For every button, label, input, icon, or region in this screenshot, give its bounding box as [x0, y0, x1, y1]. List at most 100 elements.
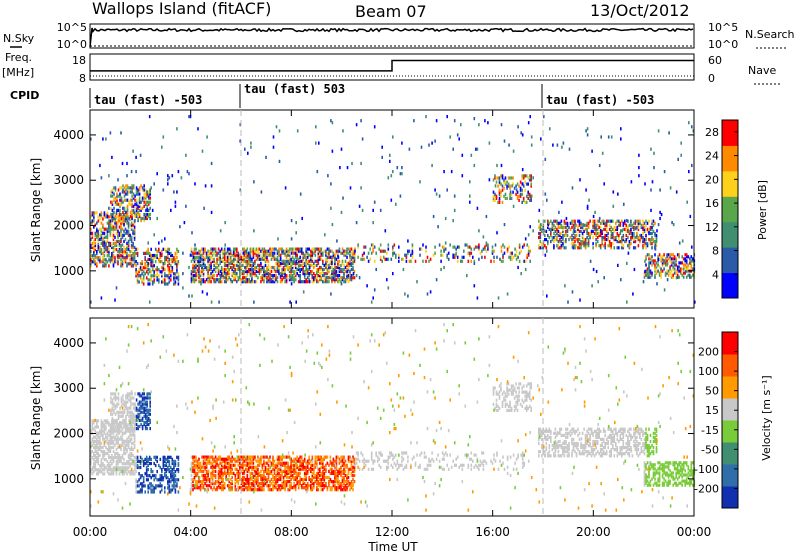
power-cell: [642, 231, 644, 236]
power-cell: [299, 249, 301, 253]
power-cell: [135, 272, 137, 276]
power-cell: [236, 263, 238, 267]
power-cell: [225, 259, 227, 263]
velocity-cell: [174, 461, 177, 466]
velocity-cell: [144, 424, 147, 429]
power-cell: [591, 284, 593, 288]
velocity-cell: [252, 455, 255, 459]
power-cell: [326, 255, 329, 259]
power-cell: [310, 255, 312, 259]
velocity-cell: [139, 461, 142, 466]
power-cell: [308, 259, 310, 263]
power-cell: [504, 196, 507, 200]
power-cell: [201, 263, 203, 267]
velocity-cell: [208, 484, 211, 488]
velocity-cell: [251, 455, 253, 459]
velocity-cell: [123, 441, 125, 445]
power-cell: [129, 214, 132, 219]
velocity-cell: [193, 477, 196, 482]
power-cell: [249, 255, 252, 259]
power-cell: [563, 221, 566, 225]
power-cell: [196, 269, 199, 274]
velocity-cell: [112, 470, 115, 474]
power-cell: [557, 221, 560, 225]
power-cell: [628, 240, 631, 244]
power-cell: [164, 262, 166, 266]
power-cell: [156, 249, 158, 253]
velocity-cell: [145, 472, 148, 476]
power-cell: [118, 254, 121, 258]
velocity-cell: [136, 480, 139, 484]
velocity-cell: [202, 461, 205, 465]
velocity-cell: [193, 475, 196, 480]
power-cell: [320, 265, 323, 270]
power-cell: [285, 251, 288, 255]
velocity-cell: [252, 480, 255, 484]
power-cell: [341, 278, 344, 282]
velocity-cell: [114, 453, 116, 458]
velocity-cell: [106, 437, 109, 441]
power-cell: [267, 249, 270, 253]
velocity-cell: [254, 455, 256, 459]
power-cell: [320, 249, 323, 253]
power-cell: [226, 249, 229, 253]
power-cell: [199, 278, 202, 282]
power-cell: [577, 225, 579, 229]
power-cell: [258, 255, 261, 259]
power-cell: [602, 227, 605, 231]
velocity-cell: [260, 455, 262, 459]
power-cell: [337, 249, 339, 253]
velocity-cell: [122, 412, 124, 416]
power-cell: [646, 253, 649, 257]
power-cell: [352, 267, 354, 272]
power-cell: [660, 255, 662, 259]
power-cell: [349, 255, 351, 259]
power-cell: [126, 204, 129, 208]
power-cell: [161, 274, 163, 278]
power-cell: [625, 229, 628, 233]
power-cell: [239, 269, 241, 274]
velocity-cell: [139, 490, 142, 494]
power-cell: [290, 272, 292, 276]
velocity-cell: [217, 463, 220, 467]
power-cell: [140, 216, 142, 221]
velocity-cell: [111, 462, 113, 466]
velocity-cell: [210, 473, 212, 478]
velocity-cell: [229, 482, 232, 486]
power-cell: [284, 267, 286, 272]
velocity-cell: [204, 461, 206, 465]
power-cell: [551, 223, 554, 227]
power-cell: [269, 280, 271, 284]
power-cell: [328, 253, 330, 257]
velocity-cell: [164, 455, 166, 459]
power-cell: [129, 223, 131, 227]
power-cell: [530, 194, 533, 198]
power-cell: [232, 278, 235, 282]
power-cell: [655, 238, 658, 242]
velocity-cell: [236, 471, 238, 475]
velocity-cell: [135, 455, 137, 459]
power-cell: [652, 240, 655, 244]
power-cell: [352, 265, 354, 270]
power-cell: [510, 176, 513, 180]
power-cell: [171, 257, 174, 262]
power-cell: [607, 231, 609, 236]
velocity-cell: [205, 484, 208, 488]
power-cell: [501, 188, 504, 192]
power-cell: [314, 274, 317, 278]
power-cell: [123, 208, 126, 212]
power-cell: [108, 248, 110, 252]
power-cell: [273, 278, 276, 282]
power-cell: [680, 141, 682, 145]
power-cell: [319, 247, 321, 251]
power-cell: [352, 274, 354, 278]
velocity-cell: [96, 468, 98, 472]
power-cell: [266, 269, 268, 274]
velocity-cell: [266, 471, 268, 475]
power-cell: [308, 280, 311, 284]
velocity-cell: [251, 484, 253, 488]
velocity-cell: [116, 420, 118, 425]
power-cell: [156, 266, 158, 270]
power-cell: [232, 265, 235, 270]
power-cell: [260, 280, 262, 284]
